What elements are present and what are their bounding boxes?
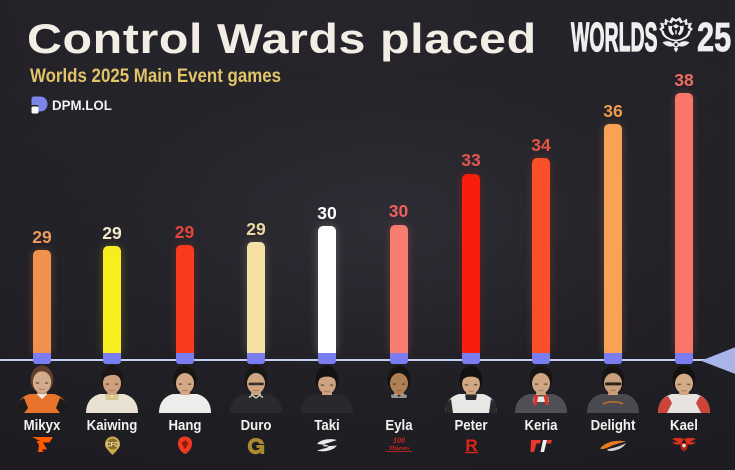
svg-text:R: R xyxy=(465,436,477,454)
svg-text:CFO: CFO xyxy=(106,442,119,448)
svg-text:Thieves: Thieves xyxy=(388,445,409,452)
svg-text:100: 100 xyxy=(393,436,405,445)
